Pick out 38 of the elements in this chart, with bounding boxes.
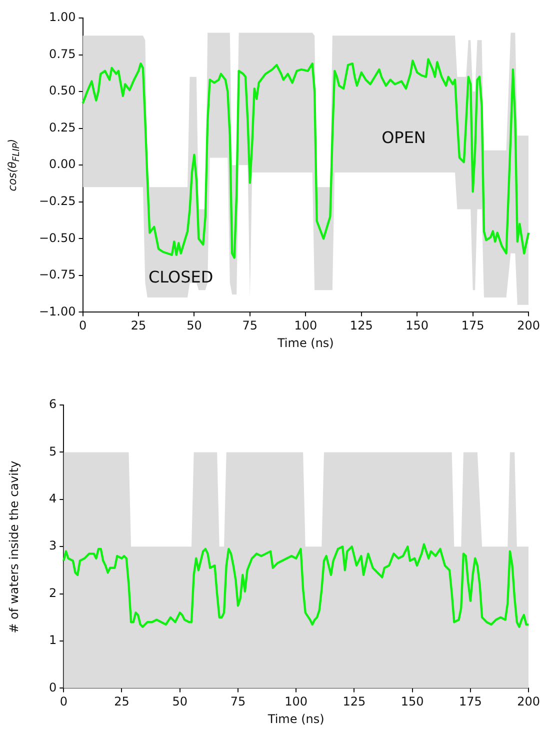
y-tick-label: −0.75 [38,268,76,282]
y-tick-label: 0.50 [49,84,76,98]
y-tick-label: 2 [48,586,57,600]
x-axis-title: Time (ns) [276,336,334,350]
y-tick-label: 3 [48,538,57,553]
x-tick-label: 50 [186,318,202,333]
x-tick-label: 150 [406,318,429,333]
y-tick-label: −1.00 [38,304,76,318]
annotation: OPEN [382,128,426,147]
x-tick-label: 100 [294,318,318,333]
y-tick-label: 1.00 [49,10,76,24]
y-tick-label: −0.25 [38,194,76,208]
x-tick-label: 25 [130,318,146,333]
x-tick-label: 125 [350,318,373,333]
x-tick-label: 0 [78,318,87,333]
x-tick-label: 150 [400,694,424,709]
y-tick-label: 0 [48,680,57,694]
y-tick-label: 6 [48,397,57,412]
y-tick-label: 1 [48,633,57,648]
y-tick-label: 4 [48,492,57,506]
y-tick-label: 0.75 [49,46,76,61]
x-tick-label: 200 [517,318,540,333]
y-tick-label: 0.00 [49,157,76,172]
y-axis-title: # of waters inside the cavity [7,460,21,633]
x-tick-label: 175 [461,318,484,333]
x-tick-label: 175 [458,694,482,709]
x-tick-label: 50 [172,694,188,709]
x-tick-label: 125 [342,694,366,709]
x-tick-label: 200 [517,694,540,709]
x-tick-label: 75 [230,694,246,709]
x-tick-label: 100 [284,694,308,709]
annotation: CLOSED [148,268,214,287]
y-tick-label: 5 [48,444,57,458]
y-tick-label: 0.25 [49,120,76,134]
x-tick-label: 75 [242,318,258,333]
x-axis-title: Time (ns) [266,712,324,726]
y-tick-label: −0.50 [38,230,76,245]
x-tick-label: 25 [114,694,130,709]
